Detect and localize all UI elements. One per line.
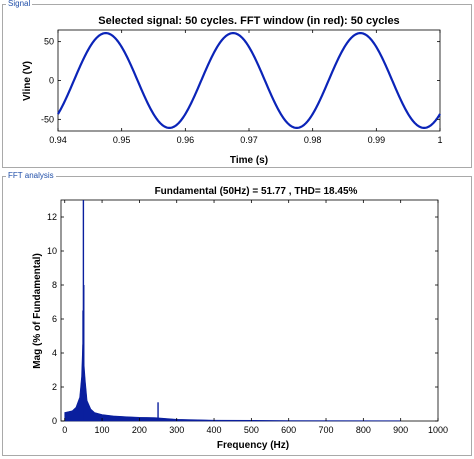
signal-panel: Signal <box>2 0 472 168</box>
signal-panel-legend: Signal <box>6 0 33 10</box>
fft-panel-legend: FFT analysis <box>6 170 56 182</box>
fft-panel: FFT analysis <box>2 170 472 456</box>
